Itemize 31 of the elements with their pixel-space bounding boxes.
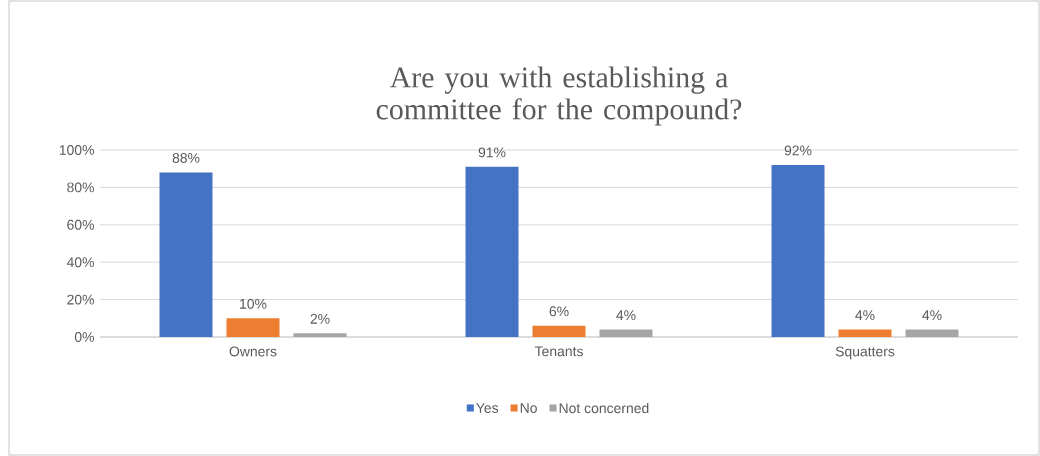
data-label: 92% — [784, 145, 812, 156]
y-tick-label: 80% — [67, 182, 94, 193]
y-tick-label: 40% — [66, 257, 94, 268]
bar — [226, 318, 280, 337]
data-label: 91% — [478, 147, 506, 158]
y-tick-label: 0% — [74, 332, 94, 342]
bar — [905, 329, 959, 337]
data-label: 4% — [616, 310, 636, 320]
chart-title: Are you with establishing a committee for the compound? — [376, 66, 742, 126]
bar — [293, 333, 347, 337]
legend-label: No — [520, 403, 537, 413]
data-label: 4% — [855, 310, 875, 320]
legend-label: Yes — [476, 403, 499, 413]
x-tick-label: Squatters — [835, 346, 895, 360]
y-tick-label: 20% — [67, 294, 94, 305]
data-label: 88% — [172, 153, 200, 163]
legend-label: Not concerned — [559, 402, 649, 414]
data-label: 4% — [922, 310, 942, 320]
bar — [838, 329, 892, 337]
y-tick-label: 60% — [67, 219, 94, 230]
y-tick-label: 100% — [59, 145, 94, 155]
x-tick-label: Tenants — [534, 346, 583, 357]
data-label: 2% — [310, 313, 330, 324]
x-tick-label: Owners — [229, 346, 277, 357]
bar — [599, 329, 653, 337]
bar — [465, 166, 519, 337]
bar — [771, 164, 825, 337]
bar — [532, 325, 586, 337]
data-label: 10% — [240, 298, 267, 309]
data-label: 6% — [549, 306, 569, 317]
bar — [159, 172, 213, 337]
